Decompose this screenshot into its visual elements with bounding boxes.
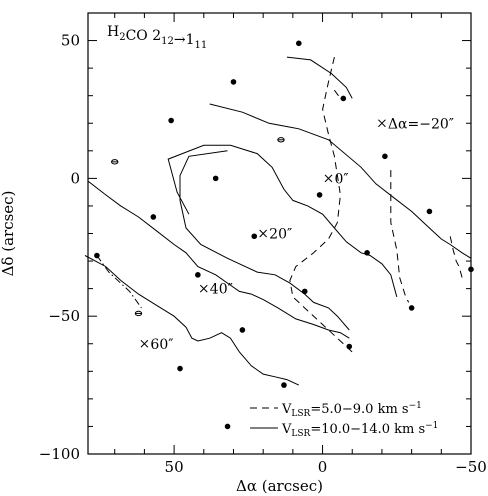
legend-label: VLSR=5.0−9.0 km s−1 [281,401,422,419]
point-filled [212,175,219,182]
point-filled [295,40,302,47]
point-filled [301,288,308,295]
contour-dashed [289,56,353,353]
marker-label: Δα=−20″ [388,116,454,132]
y-tick-label: −50 [48,307,80,325]
marker-label: 20″ [269,227,292,243]
text-labels: Δα (arcsec) Δδ (arcsec) H2CO 212→111 [0,24,323,495]
cross-marker [378,119,386,128]
contour-solid [167,144,398,298]
y-axis-label: Δδ (arcsec) [0,191,17,277]
y-tick-label: 0 [70,169,80,187]
x-tick-label: 0 [318,458,328,476]
cross-marker [259,229,268,238]
data-points [94,40,474,430]
point-filled [168,117,174,124]
point-filled [426,208,433,215]
point-filled [251,233,258,240]
cross-marker [199,284,208,293]
point-filled [195,272,201,278]
legend-label: VLSR=10.0−14.0 km s−1 [281,421,438,439]
x-axis-label: Δα (arcsec) [236,477,323,495]
point-filled [177,365,183,372]
x-tick-label: −50 [455,458,487,476]
cross-marker [324,174,333,183]
cross-markers: 0″ 20″ 40″ 60″ Δα=−20″ [140,116,454,353]
point-filled [224,423,231,430]
point-filled [230,79,237,85]
point-filled [340,95,347,102]
axis-ticks: 50 0 −50 50 0 −50 −100 [39,12,487,476]
point-filled [239,327,246,333]
contour-dashdot [333,89,341,99]
point-filled [316,192,323,198]
contour-lines [84,56,472,386]
contour-dashed [390,170,410,303]
contour-solid [87,180,350,339]
x-tick-label: 50 [165,458,184,476]
contour-solid [209,103,472,259]
contour-solid [286,56,353,99]
point-filled [468,266,474,273]
y-tick-label: 50 [61,32,80,50]
point-filled [382,153,388,160]
cross-marker [140,339,149,348]
contour-dashdot [96,255,142,309]
point-filled [94,252,100,259]
point-filled [281,382,287,388]
point-filled [408,305,415,311]
point-filled [364,249,370,256]
marker-label: 0″ [334,171,348,187]
y-tick-label: −100 [39,445,80,463]
contour-solid [179,150,350,331]
contour-solid [84,255,300,386]
marker-label: 40″ [210,282,233,298]
point-filled [150,214,157,220]
point-filled [346,343,353,350]
marker-label: 60″ [150,337,173,353]
legend: VLSR=5.0−9.0 km s−1 VLSR=10.0−14.0 km s−1 [250,401,438,439]
chart-title: H2CO 212→111 [107,24,207,51]
contour-dashed [449,236,463,278]
